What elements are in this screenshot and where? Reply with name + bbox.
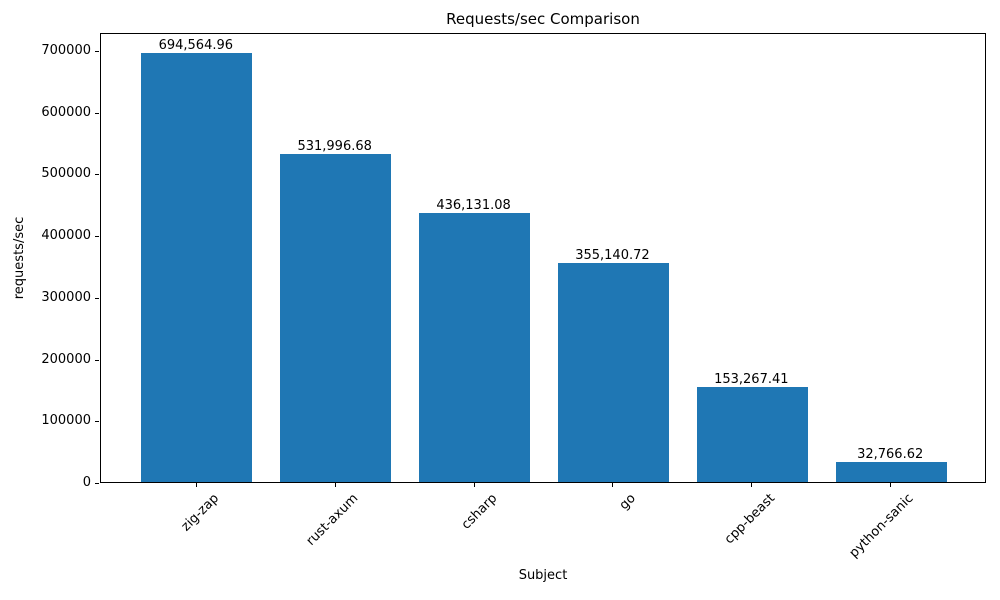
y-tick-label: 400000 [41,228,91,244]
chart-title: Requests/sec Comparison [446,10,640,28]
y-tick-label: 0 [82,475,91,490]
value-label-csharp: 436,131.08 [436,197,511,213]
bar-zig-zap [141,53,253,482]
x-tick-mark [612,483,614,487]
y-tick-label: 200000 [41,351,91,367]
x-tick-mark [334,483,336,487]
x-tick-mark [473,483,475,487]
x-axis-label: Subject [518,568,568,583]
bar-go [557,262,669,482]
y-tick-mark [95,112,99,114]
x-tick-label-zig-zap: zig-zap [179,491,223,535]
x-tick-label-python-sanic: python-sanic [846,491,917,561]
y-tick-mark [95,421,99,423]
y-tick-mark [95,359,99,361]
bar-csharp [419,212,531,482]
x-tick-mark [195,483,197,487]
y-tick-label: 700000 [41,43,91,59]
bar-cpp-beast [696,387,808,482]
value-label-python-sanic: 32,766.62 [857,446,924,462]
x-tick-mark [751,483,753,487]
value-label-zig-zap: 694,564.96 [158,38,234,54]
y-tick-mark [95,297,99,299]
y-tick-mark [95,51,99,53]
y-tick-label: 600000 [41,104,91,120]
plot-area [100,33,986,483]
bar-python-sanic [835,461,947,482]
value-label-cpp-beast: 153,267.41 [714,372,789,388]
y-tick-mark [95,483,99,484]
y-tick-mark [95,236,99,238]
x-tick-label-rust-axum: rust-axum [303,491,362,549]
x-tick-label-csharp: csharp [458,491,501,533]
y-tick-label: 300000 [41,289,91,305]
y-tick-label: 500000 [41,166,91,182]
bar-rust-axum [280,153,392,482]
y-tick-label: 100000 [41,413,91,429]
y-tick-mark [95,174,99,176]
value-label-rust-axum: 531,996.68 [297,138,372,154]
x-tick-label-cpp-beast: cpp-beast [721,491,778,548]
x-tick-label-go: go [616,491,640,514]
value-label-go: 355,140.72 [575,247,650,263]
x-tick-mark [890,483,892,487]
